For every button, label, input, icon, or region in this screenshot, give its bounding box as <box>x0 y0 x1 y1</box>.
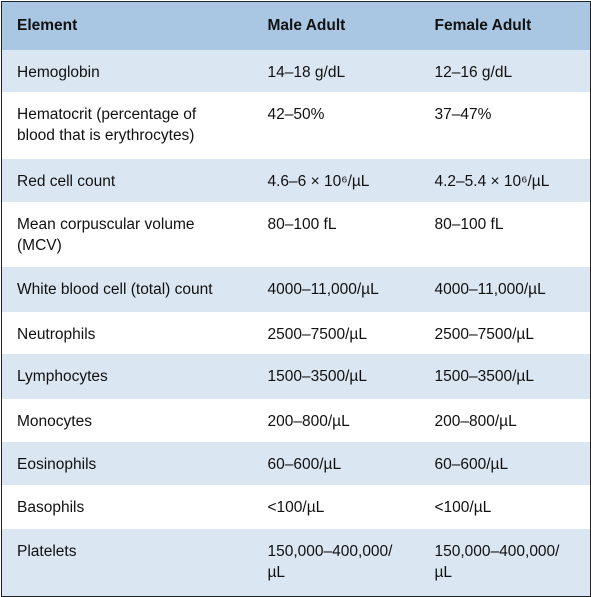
header-cell: Element <box>1 1 258 50</box>
table-row: Platelets 150,000–400,000/µL 150,000–400,0… <box>1 529 591 596</box>
table-row: Lymphocytes 1500–3500/µL 1500–3500/µL <box>1 354 591 399</box>
value-cell: 4.6–6 × 10⁶/µL <box>257 159 425 202</box>
value-cell: 150,000–400,000/µL <box>424 529 591 596</box>
element-cell: Monocytes <box>1 399 258 442</box>
value-cell: 12–16 g/dL <box>424 50 591 92</box>
element-cell: Hematocrit (percentage of blood that is … <box>1 92 258 159</box>
element-cell: Red cell count <box>1 159 258 202</box>
table-body: Hemoglobin 14–18 g/dL 12–16 g/dL Hematocrit… <box>1 50 591 596</box>
element-cell: Mean corpuscular volume (MCV) <box>1 202 258 267</box>
header-cell: Female Adult <box>424 1 591 50</box>
element-cell: White blood cell (total) count <box>1 267 258 312</box>
value-cell: 1500–3500/µL <box>257 354 425 399</box>
value-cell: 4000–11,000/µL <box>257 267 425 312</box>
table-row: Mean corpuscular volume (MCV) 80–100 fL 80… <box>1 202 591 267</box>
table-row: Hemoglobin 14–18 g/dL 12–16 g/dL <box>1 50 591 92</box>
value-cell: 80–100 fL <box>257 202 425 267</box>
value-cell: <100/µL <box>424 485 591 529</box>
table-row: Hematocrit (percentage of blood that is … <box>1 92 591 159</box>
value-cell: 42–50% <box>257 92 425 159</box>
value-cell: 80–100 fL <box>424 202 591 267</box>
element-cell: Platelets <box>1 529 258 596</box>
value-cell: <100/µL <box>257 485 425 529</box>
element-cell: Neutrophils <box>1 312 258 354</box>
table-row: Neutrophils 2500–7500/µL 2500–7500/µL <box>1 312 591 354</box>
element-cell: Lymphocytes <box>1 354 258 399</box>
value-cell: 2500–7500/µL <box>257 312 425 354</box>
value-cell: 1500–3500/µL <box>424 354 591 399</box>
table-row: Red cell count 4.6–6 × 10⁶/µL 4.2–5.4 × 10… <box>1 159 591 202</box>
value-cell: 2500–7500/µL <box>424 312 591 354</box>
table-row: Monocytes 200–800/µL 200–800/µL <box>1 399 591 442</box>
element-cell: Hemoglobin <box>1 50 258 92</box>
element-cell: Basophils <box>1 485 258 529</box>
header-row: Element Male Adult Female Adult <box>1 1 591 50</box>
value-cell: 14–18 g/dL <box>257 50 425 92</box>
table-row: Basophils <100/µL <100/µL <box>1 485 591 529</box>
value-cell: 4.2–5.4 × 10⁶/µL <box>424 159 591 202</box>
value-cell: 37–47% <box>424 92 591 159</box>
value-cell: 60–600/µL <box>424 442 591 485</box>
value-cell: 200–800/µL <box>257 399 425 442</box>
value-cell: 60–600/µL <box>257 442 425 485</box>
value-cell: 4000–11,000/µL <box>424 267 591 312</box>
element-cell: Eosinophils <box>1 442 258 485</box>
value-cell: 150,000–400,000/µL <box>257 529 425 596</box>
table-row: White blood cell (total) count 4000–11,00… <box>1 267 591 312</box>
value-cell: 200–800/µL <box>424 399 591 442</box>
table-row: Eosinophils 60–600/µL 60–600/µL <box>1 442 591 485</box>
header-cell: Male Adult <box>257 1 425 50</box>
